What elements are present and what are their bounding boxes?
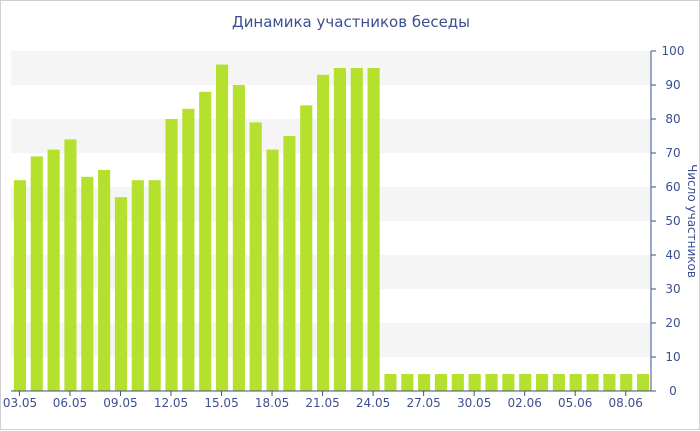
bar: [535, 374, 549, 391]
bar: [519, 374, 532, 391]
y-tick-label: 70: [665, 146, 680, 160]
bar: [165, 119, 178, 391]
bar: [300, 105, 313, 392]
y-tick-label: 80: [665, 112, 680, 126]
bar: [131, 180, 144, 391]
y-tick-label: 30: [665, 282, 680, 296]
x-tick-label: 06.05: [53, 396, 87, 410]
bar: [283, 136, 296, 391]
y-tick-label: 100: [662, 44, 685, 58]
x-tick-label: 30.05: [457, 396, 491, 410]
bar: [350, 68, 363, 391]
bar: [30, 156, 43, 391]
chart-title: Динамика участников беседы: [231, 13, 471, 31]
bar: [215, 64, 229, 391]
y-tick-label: 40: [665, 248, 680, 262]
y-tick-label: 50: [665, 214, 680, 228]
bar: [485, 374, 498, 391]
bar: [552, 374, 565, 391]
bar: [64, 139, 77, 391]
bar-series: [13, 64, 650, 392]
x-tick-label: 18.05: [255, 396, 289, 410]
bar: [586, 374, 599, 391]
y-tick-label: 10: [665, 350, 680, 364]
grid-band: [11, 51, 651, 85]
y-tick-label: 60: [665, 180, 680, 194]
bar: [81, 176, 94, 391]
x-tick-label: 05.06: [558, 396, 592, 410]
x-tick-label: 08.06: [609, 396, 643, 410]
bar: [384, 374, 397, 391]
x-axis-ticks: 03.05 06.05 09.05 12.05 15.05 18.05 21.05 24.05…: [3, 391, 643, 410]
bar: [148, 180, 161, 391]
bar: [47, 149, 60, 391]
bar: [569, 374, 582, 391]
bar: [266, 149, 279, 391]
bar: [620, 374, 633, 391]
bar: [232, 85, 245, 391]
x-tick-label: 09.05: [103, 396, 137, 410]
y-axis-label: Число участников: [685, 164, 699, 278]
x-tick-label: 24.05: [356, 396, 390, 410]
x-tick-label: 15.05: [204, 396, 238, 410]
y-axis-ticks: 0 10 20 30 40 50 60 70 80 90 100: [651, 44, 684, 398]
bar: [182, 108, 195, 392]
grid-band: [11, 119, 651, 153]
y-tick-label: 90: [665, 78, 680, 92]
bar: [434, 374, 448, 391]
bar: [603, 374, 616, 391]
bar: [199, 91, 212, 392]
bar: [451, 374, 464, 391]
bar: [317, 74, 330, 392]
bar: [637, 374, 650, 391]
bar: [502, 374, 515, 391]
x-tick-label: 02.06: [508, 396, 542, 410]
x-tick-label: 12.05: [154, 396, 188, 410]
bar: [114, 197, 128, 391]
bar: [418, 374, 431, 391]
y-tick-label: 20: [665, 316, 680, 330]
bar: [249, 122, 262, 392]
bar: [367, 68, 380, 391]
bar: [13, 180, 26, 391]
x-tick-label: 21.05: [305, 396, 339, 410]
x-tick-label: 03.05: [3, 396, 37, 410]
bar: [401, 374, 414, 391]
bar: [333, 68, 346, 391]
y-tick-label: 0: [669, 384, 677, 398]
bar: [468, 374, 481, 391]
bar: [98, 170, 111, 391]
x-tick-label: 27.05: [406, 396, 440, 410]
